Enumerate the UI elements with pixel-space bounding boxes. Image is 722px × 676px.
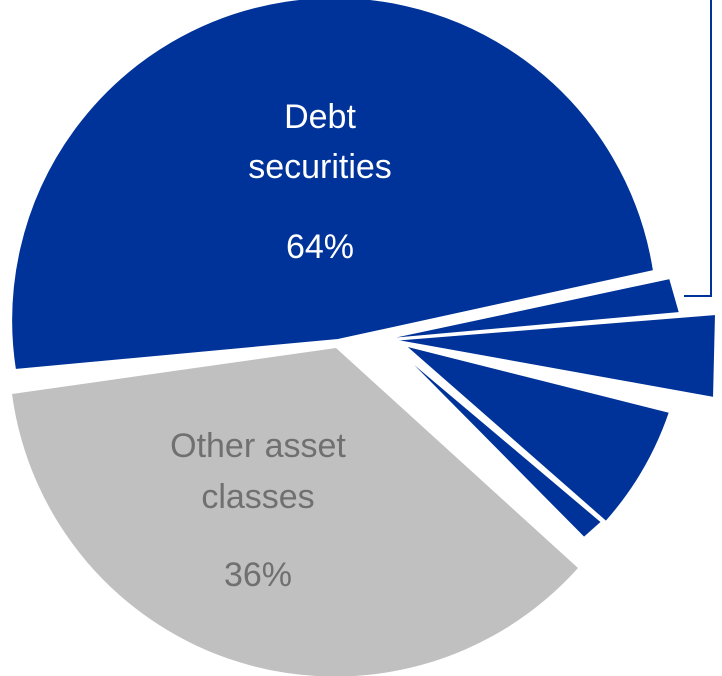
label-debt-value: 64% xyxy=(286,228,354,266)
slice-debt-securities xyxy=(10,0,656,372)
debt-subwedge xyxy=(379,277,681,341)
debt-subwedge xyxy=(397,349,603,539)
slice-other-asset-classes xyxy=(12,348,578,676)
debt-subwedge xyxy=(391,313,717,399)
label-debt-line2: securities xyxy=(248,148,392,186)
label-other-value: 36% xyxy=(224,556,292,594)
debt-subwedge xyxy=(403,344,671,523)
breakdown-frame xyxy=(684,0,712,297)
label-debt-line1: Debt xyxy=(284,98,356,136)
label-other-line2: classes xyxy=(201,478,314,516)
label-other-line1: Other asset xyxy=(170,427,346,465)
